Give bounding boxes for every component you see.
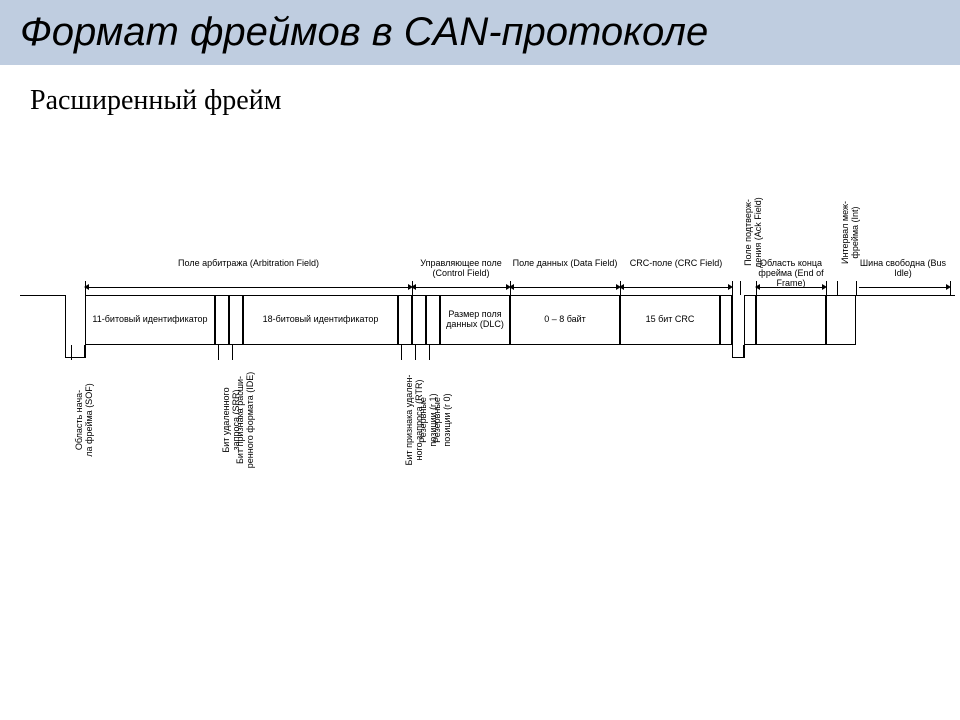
- segment-crc: 15 бит CRC: [620, 295, 720, 345]
- segment-id18: 18-битовый идентификатор: [243, 295, 398, 345]
- title-bar: Формат фреймов в CAN-протоколе: [0, 0, 960, 65]
- bracket-label: Область конца фрейма (End of Frame): [756, 259, 826, 289]
- top-vlabel: Интервал меж-фрейма (Int): [841, 185, 861, 280]
- segment-sof: [65, 345, 85, 358]
- segment-r1: [412, 295, 426, 345]
- segment-r0: [426, 295, 440, 345]
- bracket-label: Поле данных (Data Field): [510, 259, 620, 269]
- bottom-vlabel: Резервныепозиции (r 1): [419, 355, 439, 485]
- segment-int: [826, 295, 856, 345]
- segment-ide: [229, 295, 243, 345]
- bracket-label: Управляющее поле (Control Field): [412, 259, 510, 279]
- bottom-vlabel: Бит признака удален-ного запроса (RTR): [405, 355, 425, 485]
- segment-srr: [215, 295, 229, 345]
- segment-ack: [732, 345, 744, 358]
- bottom-vlabel: Область нача-ла фрейма (SOF): [75, 355, 95, 485]
- segment-crcdel: [720, 295, 732, 345]
- bottom-vlabel: Бит удаленногозапроса (SRR): [222, 355, 242, 485]
- bottom-vlabel: Бит признака расши-ренного формата (IDE): [236, 355, 256, 485]
- segment-id11: 11-битовый идентификатор: [85, 295, 215, 345]
- segment-dlc: Размер поля данных (DLC): [440, 295, 510, 345]
- segment-data: 0 – 8 байт: [510, 295, 620, 345]
- bottom-vlabel: Резервныепозиции (r 0): [433, 355, 453, 485]
- top-vlabel: Поле подтверж-дения (Ack Field): [744, 185, 764, 280]
- subtitle: Расширенный фрейм: [30, 85, 960, 117]
- segment-ackdel: [744, 295, 756, 345]
- bracket-label: CRC-поле (CRC Field): [620, 259, 732, 269]
- segment-rtr: [398, 295, 412, 345]
- bracket-label: Шина свободна (Bus Idle): [856, 259, 950, 279]
- bracket-label: Поле арбитража (Arbitration Field): [85, 259, 412, 269]
- page-title: Формат фреймов в CAN-протоколе: [20, 10, 940, 55]
- segment-eof: [756, 295, 826, 345]
